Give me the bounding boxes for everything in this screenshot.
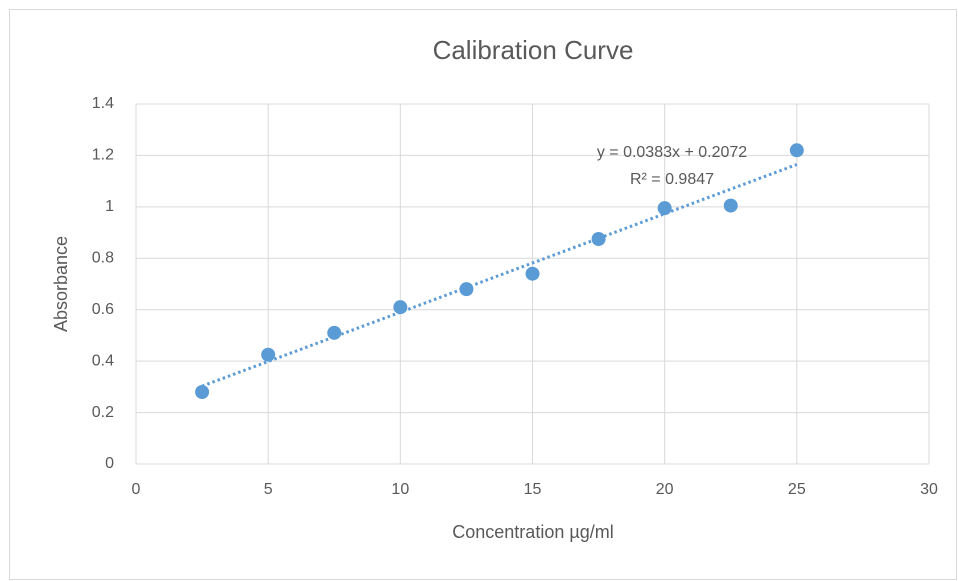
x-tick-label: 15 — [524, 481, 542, 498]
point — [723, 198, 738, 213]
y-tick-label: 0 — [105, 455, 114, 472]
y-tick-label: 0.6 — [92, 301, 114, 318]
y-tick-label: 1 — [105, 198, 114, 215]
y-tick-label: 1.4 — [92, 95, 114, 112]
point — [525, 266, 540, 281]
point — [261, 347, 276, 362]
trendline — [201, 163, 798, 388]
point — [195, 385, 210, 399]
trendline-r-squared: R² = 0.9847 — [630, 171, 714, 188]
x-tick-label: 25 — [788, 481, 806, 498]
chart-border — [9, 9, 957, 580]
x-tick-label: 5 — [264, 481, 273, 498]
y-axis-title: Absorbance — [51, 236, 71, 332]
point — [327, 325, 342, 340]
y-tick-label: 0.4 — [92, 352, 114, 369]
point — [393, 300, 408, 315]
y-tick-label: 0.2 — [92, 404, 114, 421]
y-tick-label: 1.2 — [92, 147, 114, 164]
x-tick-label: 20 — [656, 481, 674, 498]
x-tick-label: 10 — [391, 481, 409, 498]
y-tick-label: 0.8 — [92, 250, 114, 267]
chart-title: Calibration Curve — [433, 35, 634, 65]
trendline-equation: y = 0.0383x + 0.2072 — [597, 144, 747, 161]
x-axis-title: Concentration µg/ml — [452, 522, 613, 542]
point — [657, 201, 672, 216]
x-tick-label: 30 — [920, 481, 938, 498]
point — [789, 143, 804, 158]
x-tick-label: 0 — [132, 481, 141, 498]
point — [459, 282, 474, 297]
point — [591, 232, 606, 246]
